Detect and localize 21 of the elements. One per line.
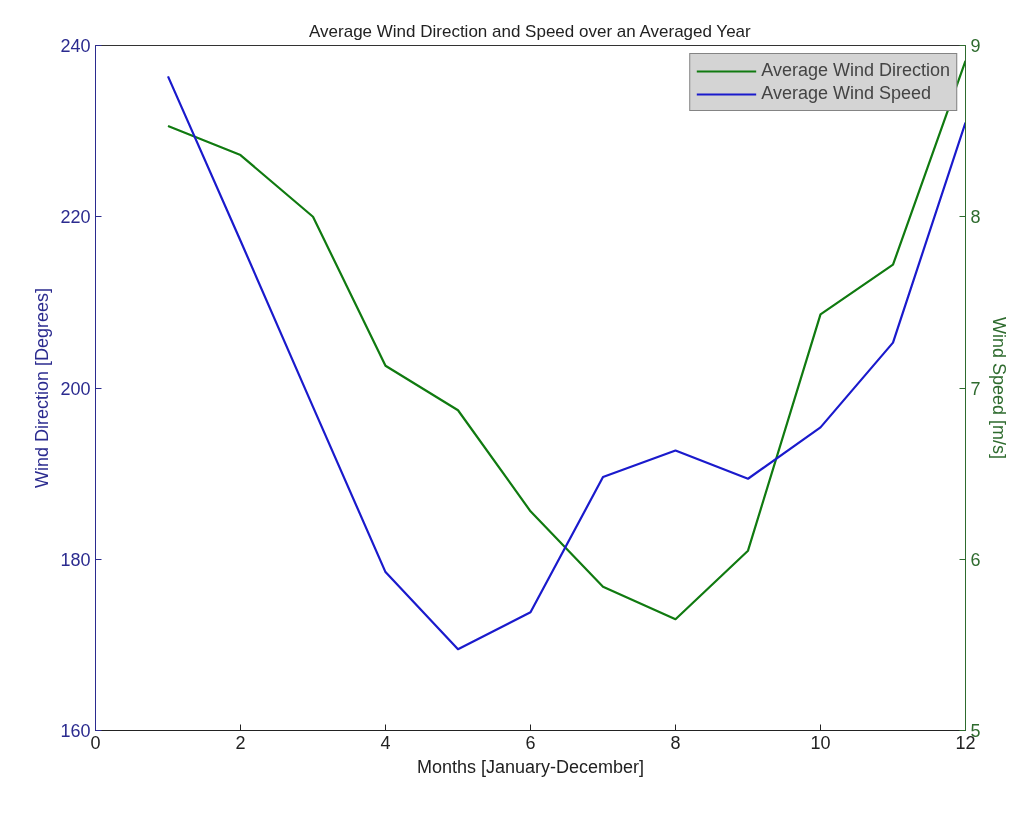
x-tick-label: 10 xyxy=(810,732,831,753)
x-axis-title: Months [January-December] xyxy=(416,756,645,777)
chart-title: Average Wind Direction and Speed over an Averaged Year xyxy=(309,21,752,41)
legend-label: Average Wind Direction xyxy=(761,60,950,81)
y2-tick-label: 6 xyxy=(970,549,981,570)
y2-tick-label: 9 xyxy=(970,36,981,56)
y-tick-label: 220 xyxy=(60,207,91,228)
x-tick-label: 2 xyxy=(235,732,246,753)
y-axis-title: Wind Direction [Degrees] xyxy=(32,287,53,489)
y-tick-label: 160 xyxy=(60,721,91,741)
x-tick-label: 8 xyxy=(670,732,681,753)
y2-axis-title: Wind Speed [m/s] xyxy=(988,316,1009,460)
y2-tick-label: 8 xyxy=(970,207,981,228)
x-tick-label: 4 xyxy=(380,732,391,753)
y2-tick-label: 7 xyxy=(970,378,981,399)
y-tick-label: 200 xyxy=(60,378,91,399)
y-tick-label: 240 xyxy=(60,36,91,56)
x-tick-label: 6 xyxy=(525,732,536,753)
legend-label: Average Wind Speed xyxy=(761,83,932,104)
y-tick-label: 180 xyxy=(60,549,91,570)
x-tick-label: 0 xyxy=(90,732,101,753)
